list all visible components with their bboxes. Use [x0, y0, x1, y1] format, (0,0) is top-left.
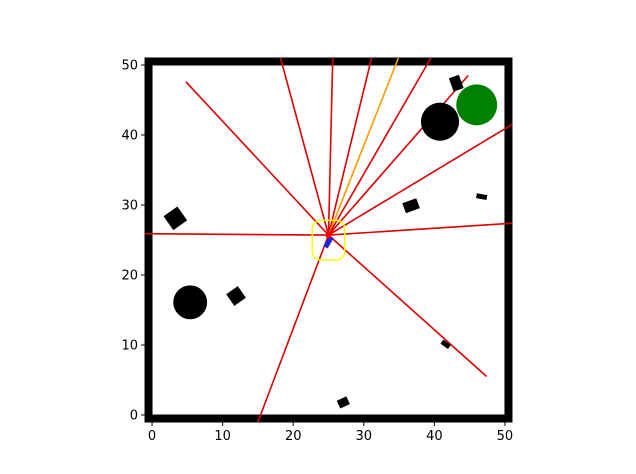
robot [323, 232, 334, 249]
x-tick-label: 10 [214, 429, 231, 444]
obstacle-box [402, 198, 420, 214]
lidar-ray [327, 57, 373, 236]
obstacle-box [336, 396, 350, 409]
obstacle-box [226, 286, 246, 306]
lidar-ray [257, 234, 330, 423]
x-tick-label: 30 [356, 429, 373, 444]
obstacle-circle [173, 285, 208, 320]
arena-walls [144, 57, 513, 423]
obstacle-circle [420, 102, 460, 141]
goal-circle [456, 84, 498, 126]
x-tick-label: 50 [497, 429, 514, 444]
x-tick-label: 20 [285, 429, 302, 444]
robot-footprint [311, 219, 346, 261]
goal-marker [456, 84, 498, 126]
y-tick-label: 40 [121, 129, 138, 144]
axes: 0 10 20 30 40 50 0 10 20 30 40 50 [121, 59, 513, 445]
lidar-ray [327, 57, 432, 236]
arena-boundary [144, 57, 513, 423]
robot-body [323, 235, 334, 249]
x-tick-label: 0 [148, 429, 156, 444]
lidar-ray [328, 123, 513, 236]
lidar-rays [144, 57, 513, 423]
lidar-ray [185, 81, 330, 236]
y-tick-label: 0 [130, 409, 138, 424]
obstacle-box [448, 74, 464, 92]
x-tick-label: 40 [426, 429, 443, 444]
obstacle-box [440, 339, 451, 349]
lidar-ray [144, 232, 329, 236]
lidar-ray-highlight [327, 57, 400, 236]
y-tick-label: 30 [121, 199, 138, 214]
y-tick-label: 50 [121, 59, 138, 74]
lidar-ray [328, 222, 513, 236]
obstacles [163, 74, 488, 409]
robot-sensor [325, 232, 332, 239]
y-tick-label: 10 [121, 339, 138, 354]
obstacle-box [163, 206, 188, 231]
lidar-ray [327, 74, 469, 236]
lidar-ray [279, 57, 330, 236]
obstacle-box [476, 193, 488, 200]
robot-footprint-outline [311, 219, 346, 261]
lidar-ray [327, 57, 334, 236]
y-tick-label: 20 [121, 269, 138, 284]
lidar-ray [327, 234, 488, 378]
